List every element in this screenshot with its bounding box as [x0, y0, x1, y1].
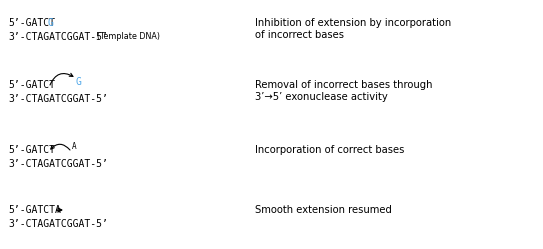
Text: 3’→5’ exonuclease activity: 3’→5’ exonuclease activity — [255, 92, 388, 102]
Text: 3’-CTAGATCGGAT-5’: 3’-CTAGATCGGAT-5’ — [8, 219, 108, 229]
Text: 3’-CTAGATCGGAT-5’: 3’-CTAGATCGGAT-5’ — [8, 159, 108, 169]
FancyArrowPatch shape — [51, 144, 70, 150]
Text: Smooth extension resumed: Smooth extension resumed — [255, 205, 392, 215]
Text: G: G — [76, 77, 82, 87]
Text: of incorrect bases: of incorrect bases — [255, 30, 344, 40]
Text: A: A — [72, 142, 77, 151]
Text: G: G — [48, 18, 54, 28]
FancyArrowPatch shape — [50, 73, 73, 85]
Text: 5’-GATCT: 5’-GATCT — [8, 18, 55, 28]
Text: Removal of incorrect bases through: Removal of incorrect bases through — [255, 80, 433, 90]
Text: 3’-CTAGATCGGAT-5’: 3’-CTAGATCGGAT-5’ — [8, 94, 108, 104]
Text: 5’-GATCTA: 5’-GATCTA — [8, 205, 61, 215]
Text: (Template DNA): (Template DNA) — [97, 32, 160, 41]
Text: Incorporation of correct bases: Incorporation of correct bases — [255, 145, 405, 155]
Text: 5’-GATCT: 5’-GATCT — [8, 80, 55, 90]
Text: 5’-GATCT: 5’-GATCT — [8, 145, 55, 155]
Text: Inhibition of extension by incorporation: Inhibition of extension by incorporation — [255, 18, 451, 28]
Text: 3’-CTAGATCGGAT-5’: 3’-CTAGATCGGAT-5’ — [8, 32, 108, 42]
